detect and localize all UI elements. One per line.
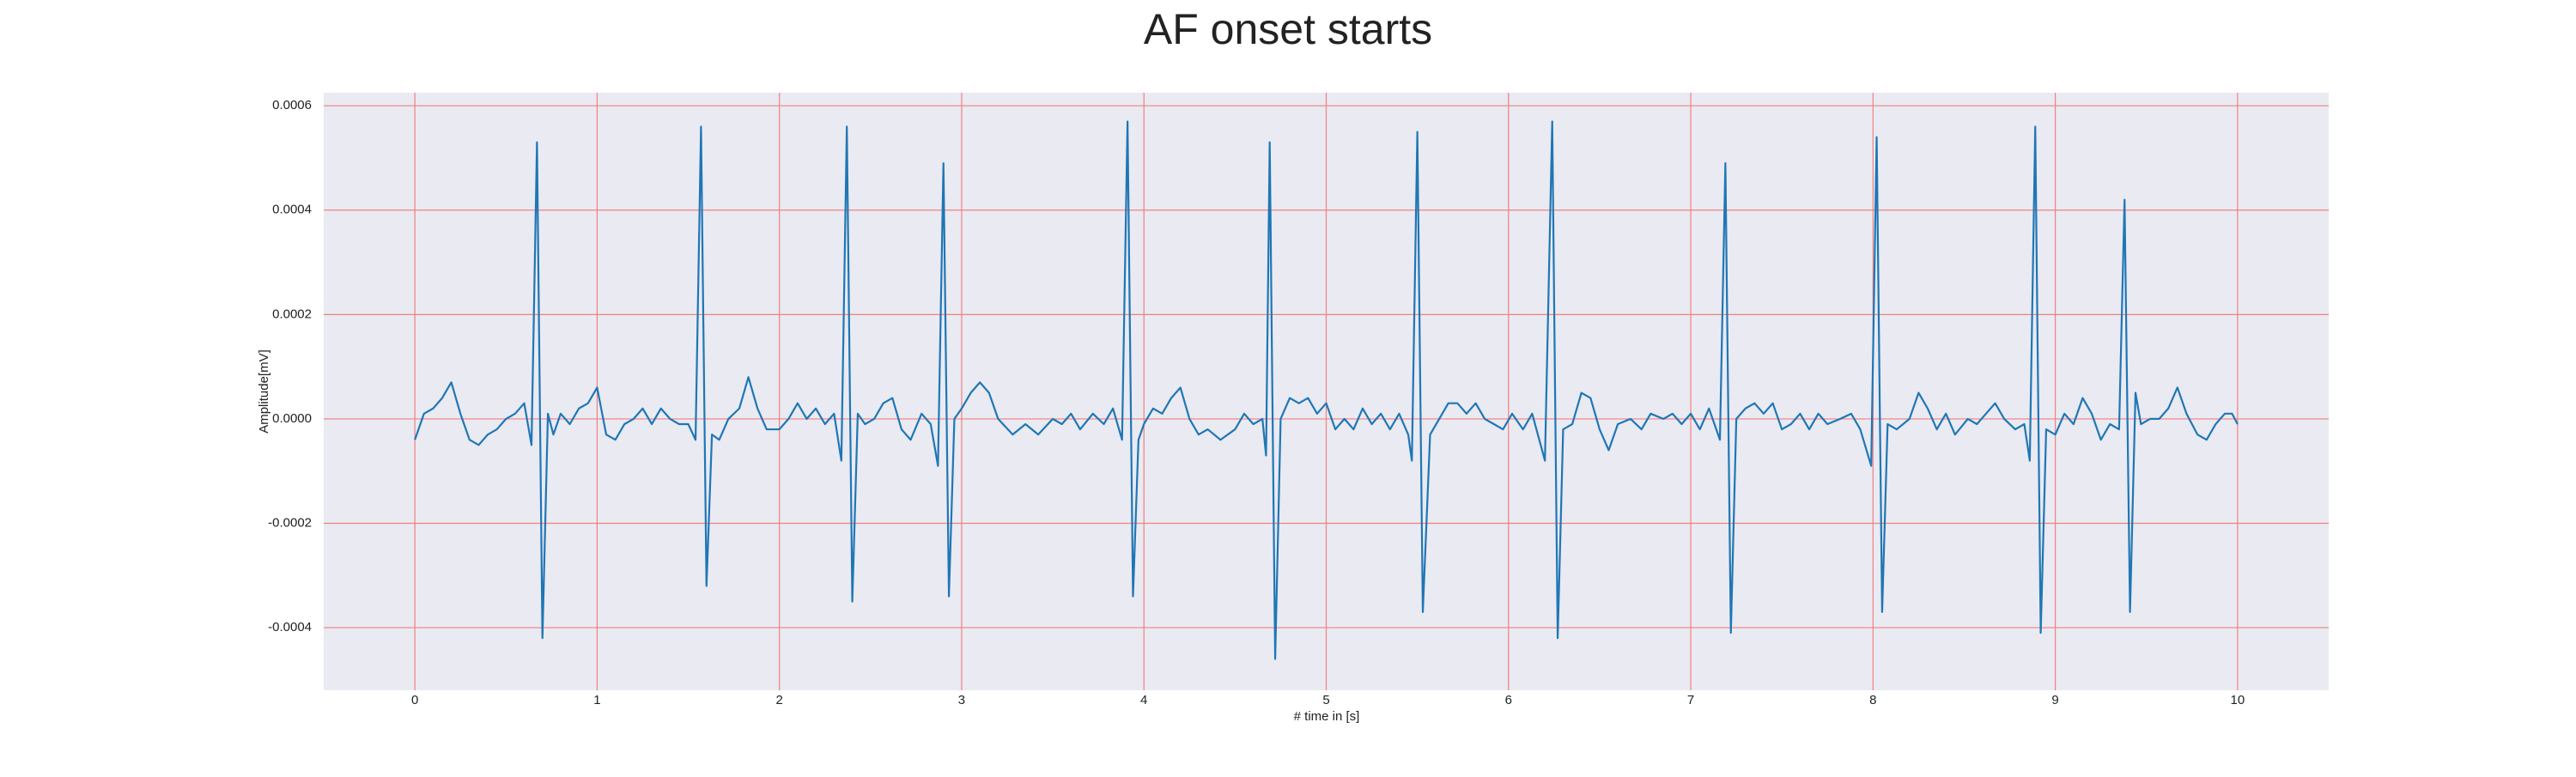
y-tick-label: -0.0002	[268, 515, 312, 530]
x-tick-label: 7	[1687, 693, 1694, 707]
x-tick-label: 1	[593, 693, 600, 707]
y-tick-label: -0.0004	[268, 620, 312, 634]
x-tick-label: 6	[1505, 693, 1512, 707]
x-tick-label: 0	[411, 693, 418, 707]
x-tick-label: 3	[958, 693, 965, 707]
x-tick-label: 4	[1140, 693, 1147, 707]
ecg-line	[414, 120, 2239, 660]
chart-title: AF onset starts	[1144, 5, 1432, 53]
x-tick-label: 9	[2051, 693, 2058, 707]
y-tick-label: 0.0006	[272, 98, 312, 112]
y-axis-label: Amplitude[mV]	[257, 349, 271, 434]
y-tick-label: 0.0002	[272, 307, 312, 321]
y-tick-label: 0.0000	[272, 411, 312, 426]
x-tick-label: 10	[2231, 693, 2245, 707]
x-axis-label: # time in [s]	[1294, 709, 1360, 724]
x-tick-label: 5	[1322, 693, 1329, 707]
x-tick-label: 8	[1869, 693, 1876, 707]
x-tick-label: 2	[776, 693, 783, 707]
y-tick-label: 0.0004	[272, 203, 312, 217]
